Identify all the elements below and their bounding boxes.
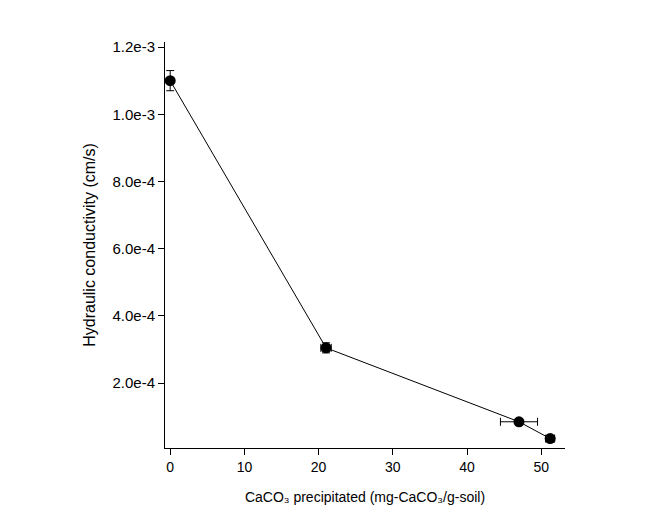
svg-text:1.0e-3: 1.0e-3 [112, 106, 155, 123]
svg-text:CaCO₃ precipitated (mg-CaCO₃/g: CaCO₃ precipitated (mg-CaCO₃/g-soil) [245, 489, 485, 505]
svg-text:2.0e-4: 2.0e-4 [112, 374, 155, 391]
svg-text:10: 10 [237, 459, 253, 475]
svg-text:50: 50 [533, 459, 549, 475]
svg-text:Hydraulic conductivity (cm/s): Hydraulic conductivity (cm/s) [81, 143, 98, 347]
svg-text:20: 20 [311, 459, 327, 475]
svg-text:6.0e-4: 6.0e-4 [112, 240, 155, 257]
svg-text:4.0e-4: 4.0e-4 [112, 307, 155, 324]
svg-text:1.2e-3: 1.2e-3 [112, 38, 155, 55]
svg-text:30: 30 [385, 459, 401, 475]
svg-text:8.0e-4: 8.0e-4 [112, 173, 155, 190]
svg-text:40: 40 [459, 459, 475, 475]
svg-text:0: 0 [166, 459, 174, 475]
